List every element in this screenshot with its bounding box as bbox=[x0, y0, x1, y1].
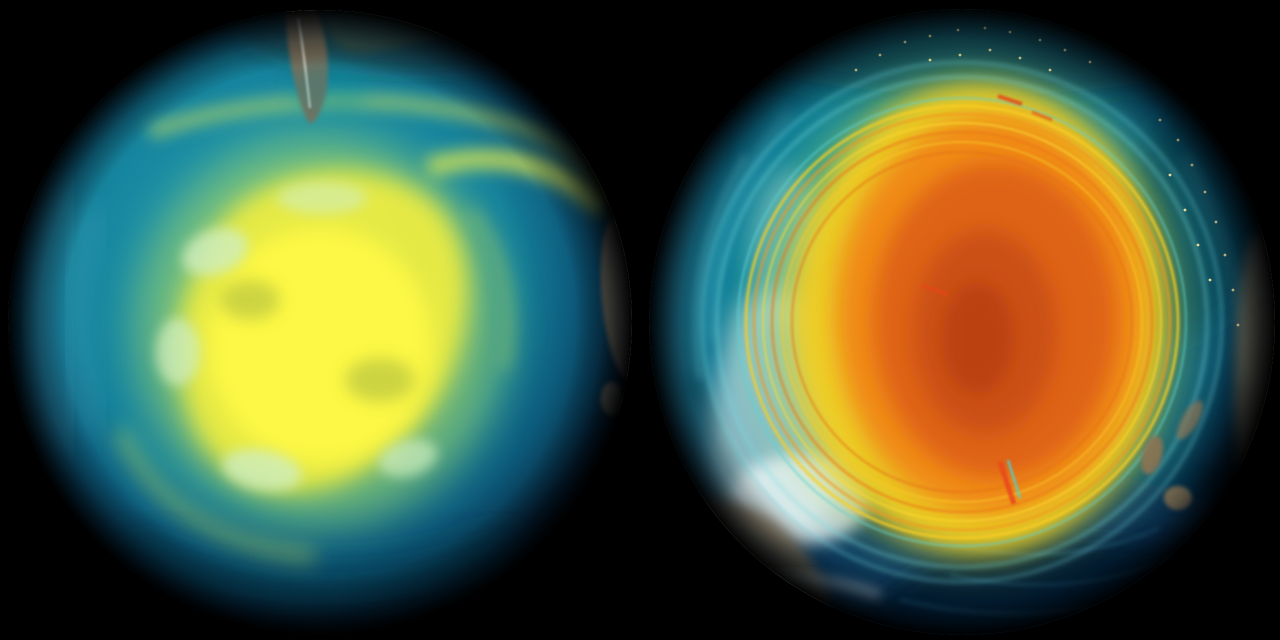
city-light-dot bbox=[710, 573, 714, 577]
antarctic-globe bbox=[8, 10, 632, 634]
arctic-globe bbox=[649, 9, 1275, 635]
arctic-rim-shadow bbox=[649, 9, 1275, 635]
city-light-dot bbox=[703, 543, 707, 547]
city-light-dot bbox=[738, 573, 742, 577]
antarctic-rim-shadow bbox=[8, 10, 632, 634]
city-light-dot bbox=[720, 558, 724, 562]
